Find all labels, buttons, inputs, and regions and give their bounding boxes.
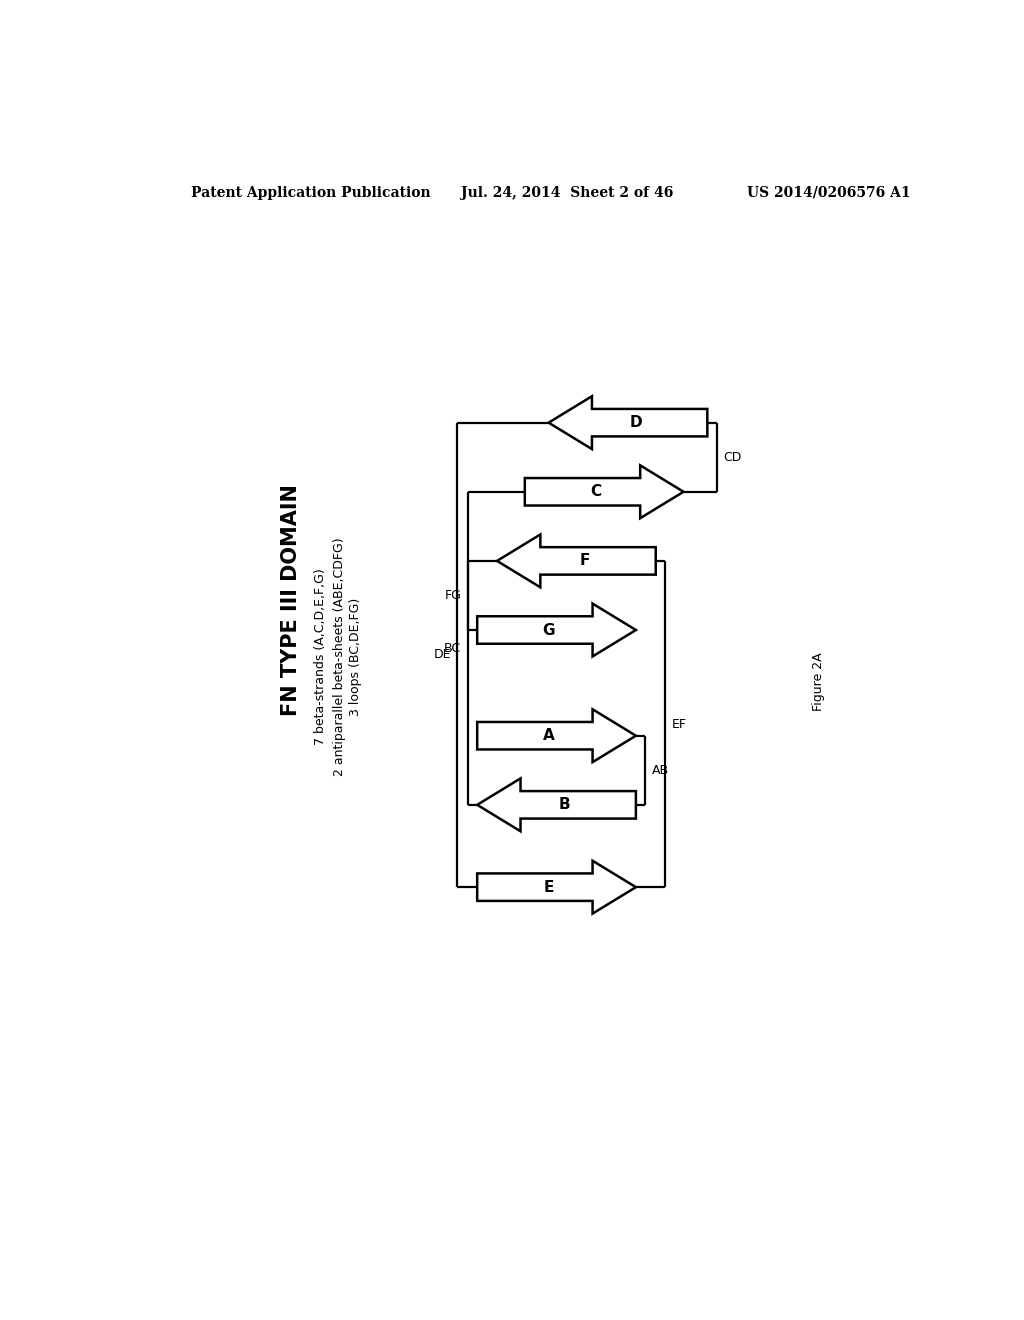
Text: Jul. 24, 2014  Sheet 2 of 46: Jul. 24, 2014 Sheet 2 of 46 <box>461 186 674 199</box>
Text: 3 loops (BC,DE,FG): 3 loops (BC,DE,FG) <box>349 598 362 715</box>
Text: B: B <box>559 797 570 812</box>
Text: AB: AB <box>652 764 669 776</box>
Text: F: F <box>580 553 590 569</box>
Text: E: E <box>544 879 554 895</box>
Polygon shape <box>477 779 636 832</box>
Text: C: C <box>591 484 602 499</box>
Text: CD: CD <box>723 450 741 463</box>
Text: DE: DE <box>433 648 451 661</box>
Text: EF: EF <box>672 718 687 730</box>
Text: Figure 2A: Figure 2A <box>812 652 825 711</box>
Text: FN TYPE III DOMAIN: FN TYPE III DOMAIN <box>281 484 301 717</box>
Text: D: D <box>630 416 642 430</box>
Polygon shape <box>477 861 636 913</box>
Text: US 2014/0206576 A1: US 2014/0206576 A1 <box>748 186 910 199</box>
Polygon shape <box>477 709 636 762</box>
Text: 7 beta-strands (A,C,D,E,F,G): 7 beta-strands (A,C,D,E,F,G) <box>314 568 328 744</box>
Polygon shape <box>477 603 636 656</box>
Text: Patent Application Publication: Patent Application Publication <box>191 186 431 199</box>
Text: A: A <box>543 729 554 743</box>
Text: 2 antiparallel beta-sheets (ABE,CDFG): 2 antiparallel beta-sheets (ABE,CDFG) <box>334 537 346 776</box>
Text: FG: FG <box>444 589 462 602</box>
Polygon shape <box>549 396 708 449</box>
Text: BC: BC <box>444 642 462 655</box>
Polygon shape <box>524 466 684 519</box>
Polygon shape <box>497 535 655 587</box>
Text: G: G <box>543 623 555 638</box>
